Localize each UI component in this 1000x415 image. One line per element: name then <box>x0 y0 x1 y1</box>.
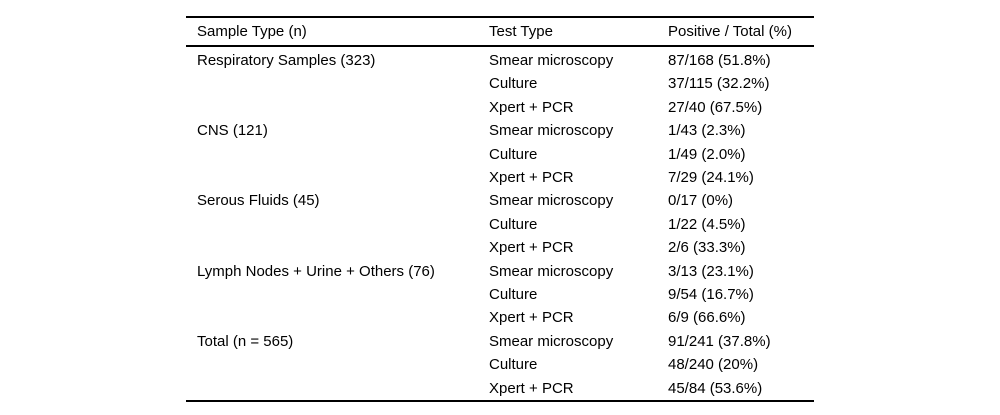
table-row: Culture 37/115 (32.2%) <box>186 72 814 95</box>
sample-type-cell: Respiratory Samples (323) <box>197 52 376 69</box>
test-type-cell: Smear microscopy <box>489 52 614 69</box>
test-type-cell: Culture <box>489 215 538 233</box>
header-row: Sample Type (n) Test Type Positive / Tot… <box>186 17 814 47</box>
test-type-cell: Smear microscopy <box>489 122 614 140</box>
test-type-cell: Culture <box>489 356 538 374</box>
test-type-cell: Smear microscopy <box>489 192 614 210</box>
sample-type-cell <box>186 96 489 119</box>
result-cell: 45/84 (53.6%) <box>668 379 763 397</box>
result-cell: 3/13 (23.1%) <box>668 262 754 280</box>
result-cell: 37/115 (32.2%) <box>668 75 770 93</box>
column-header-test-type: Test Type <box>489 17 668 47</box>
result-cell: 0/17 (0%) <box>668 192 734 210</box>
table-row: Xpert + PCR 7/29 (24.1%) <box>186 166 814 189</box>
sample-type-cell: Lymph Nodes + Urine + Others (76) <box>197 262 435 280</box>
test-type-cell: Xpert + PCR <box>489 309 574 327</box>
sample-type-cell <box>186 353 489 376</box>
sample-type-cell <box>186 72 489 95</box>
results-table: Sample Type (n) Test Type Positive / Tot… <box>186 16 814 403</box>
test-type-cell: Xpert + PCR <box>489 379 574 397</box>
test-type-cell: Smear microscopy <box>489 332 614 350</box>
table-row: Xpert + PCR 6/9 (66.6%) <box>186 306 814 329</box>
result-cell: 2/6 (33.3%) <box>668 239 746 257</box>
table-row: Xpert + PCR 2/6 (33.3%) <box>186 236 814 259</box>
sample-type-cell <box>186 213 489 236</box>
table-row: Xpert + PCR 45/84 (53.6%) <box>186 377 814 401</box>
table-row: Lymph Nodes + Urine + Others (76) Smear … <box>186 260 814 283</box>
result-cell: 91/241 (37.8%) <box>668 332 771 350</box>
table-row: Culture 1/22 (4.5%) <box>186 213 814 236</box>
table-row: Culture 1/49 (2.0%) <box>186 143 814 166</box>
table-row: Xpert + PCR 27/40 (67.5%) <box>186 96 814 119</box>
sample-type-cell <box>186 236 489 259</box>
sample-type-cell <box>186 283 489 306</box>
sample-type-cell <box>186 306 489 329</box>
result-cell: 7/29 (24.1%) <box>668 169 754 187</box>
sample-type-cell: Total (n = 565) <box>197 332 294 350</box>
results-table-container: Sample Type (n) Test Type Positive / Tot… <box>186 16 814 403</box>
test-type-cell: Culture <box>489 286 538 304</box>
table-row: Total (n = 565) Smear microscopy 91/241 … <box>186 330 814 353</box>
result-cell: 48/240 (20%) <box>668 356 759 374</box>
sample-type-cell: CNS (121) <box>197 122 268 140</box>
table-row: Serous Fluids (45) Smear microscopy 0/17… <box>186 189 814 212</box>
test-type-cell: Culture <box>489 145 538 163</box>
test-type-cell: Xpert + PCR <box>489 239 574 257</box>
result-cell: 27/40 (67.5%) <box>668 98 763 116</box>
test-type-cell: Xpert + PCR <box>489 169 574 187</box>
column-header-positive-total: Positive / Total (%) <box>668 17 814 47</box>
result-cell: 9/54 (16.7%) <box>668 286 754 304</box>
sample-type-cell: Serous Fluids (45) <box>197 192 320 210</box>
table-row: CNS (121) Smear microscopy 1/43 (2.3%) <box>186 119 814 142</box>
test-type-cell: Xpert + PCR <box>489 98 574 116</box>
result-cell: 1/22 (4.5%) <box>668 215 746 233</box>
sample-type-cell <box>186 166 489 189</box>
column-header-sample-type: Sample Type (n) <box>186 17 489 47</box>
result-cell: 6/9 (66.6%) <box>668 309 746 327</box>
result-cell: 1/43 (2.3%) <box>668 122 746 140</box>
sample-type-cell <box>186 377 489 401</box>
result-cell: 87/168 (51.8%) <box>668 52 771 69</box>
test-type-cell: Smear microscopy <box>489 262 614 280</box>
sample-type-cell <box>186 143 489 166</box>
table-row: Respiratory Samples (323) Smear microsco… <box>186 46 814 72</box>
table-row: Culture 48/240 (20%) <box>186 353 814 376</box>
result-cell: 1/49 (2.0%) <box>668 145 746 163</box>
test-type-cell: Culture <box>489 75 538 93</box>
table-row: Culture 9/54 (16.7%) <box>186 283 814 306</box>
